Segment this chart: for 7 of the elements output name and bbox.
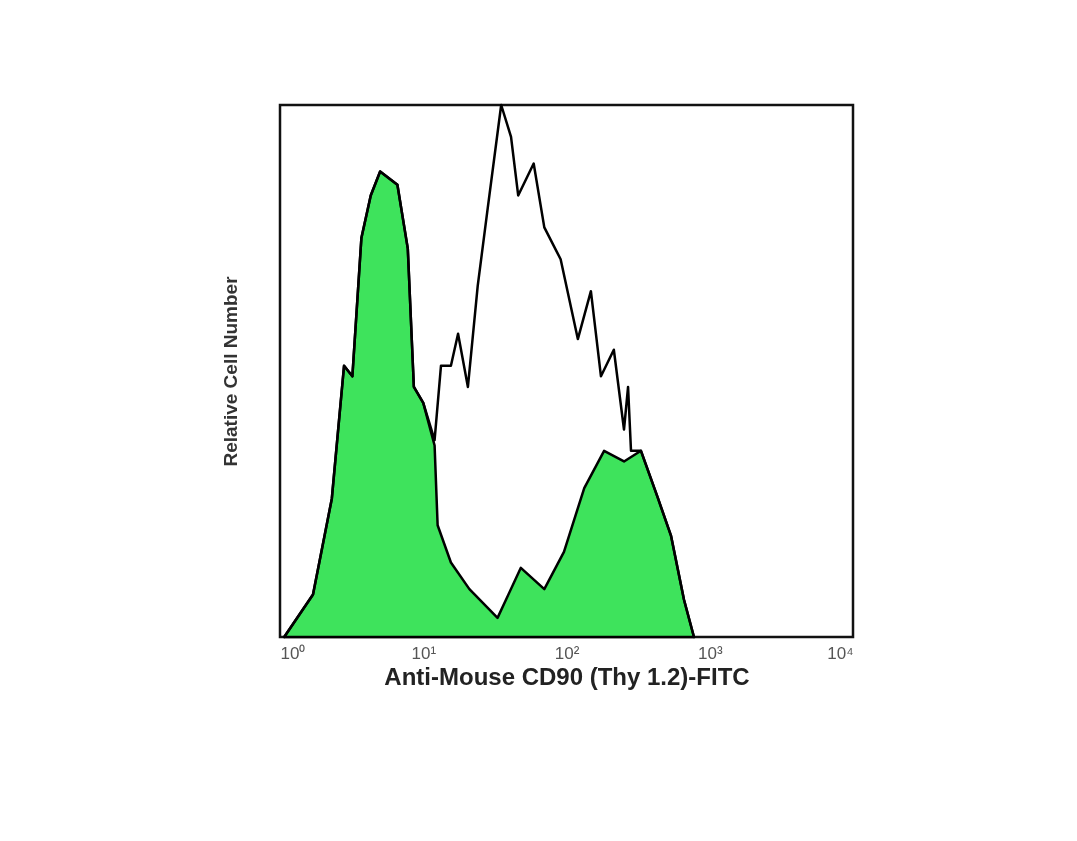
x-tick-label: 10⁰ — [280, 643, 306, 663]
x-axis-title: Anti-Mouse CD90 (Thy 1.2)-FITC — [384, 662, 750, 690]
x-tick-label: 10³ — [697, 643, 723, 663]
x-tick-label: 10² — [554, 643, 580, 663]
x-tick-label: 10¹ — [411, 643, 437, 663]
y-axis-title: Relative Cell Number — [219, 275, 241, 467]
x-tick-label: 10⁴ — [827, 643, 854, 663]
